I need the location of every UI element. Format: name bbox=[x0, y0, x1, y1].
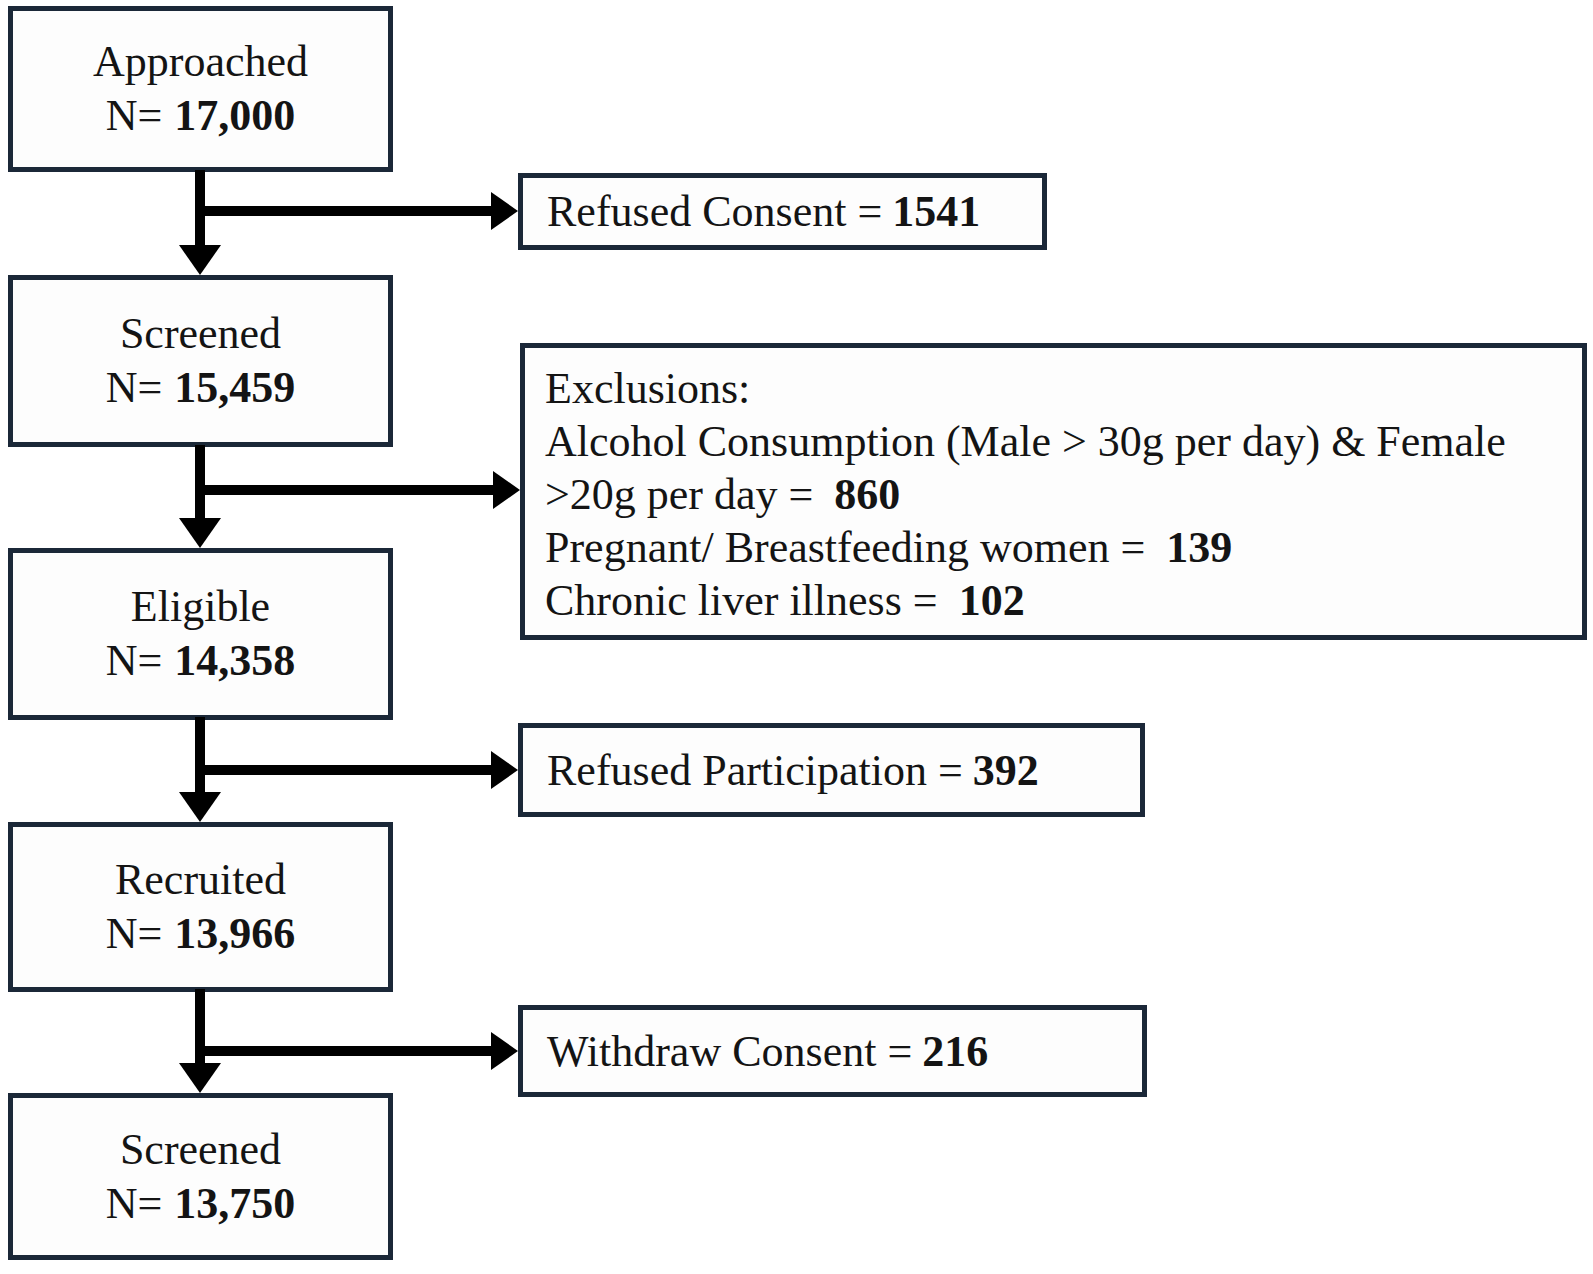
arrow-down-icon-4 bbox=[179, 1063, 221, 1093]
box-label: Recruited bbox=[115, 853, 286, 907]
branch-line-refused-consent bbox=[195, 206, 493, 216]
side-box-value: 216 bbox=[922, 1025, 988, 1078]
exclusion-value: 139 bbox=[1166, 523, 1232, 572]
connector-line-3 bbox=[195, 717, 205, 794]
flow-box-recruited: Recruited N=13,966 bbox=[8, 822, 393, 992]
n-value: 13,966 bbox=[174, 909, 295, 958]
side-box-refused-consent: Refused Consent = 1541 bbox=[518, 173, 1047, 250]
exclusion-value: 102 bbox=[959, 576, 1025, 625]
flow-box-screened: Screened N=15,459 bbox=[8, 275, 393, 447]
exclusions-line: Chronic liver illness = 102 bbox=[545, 574, 1025, 627]
arrow-down-icon-2 bbox=[179, 518, 221, 548]
box-label: Screened bbox=[120, 307, 281, 361]
side-box-text: Withdraw Consent = bbox=[547, 1025, 912, 1078]
n-value: 15,459 bbox=[174, 363, 295, 412]
flow-box-screened-final: Screened N=13,750 bbox=[8, 1093, 393, 1260]
side-box-value: 1541 bbox=[892, 185, 980, 238]
box-count: N=17,000 bbox=[106, 89, 296, 143]
exclusions-line: Pregnant/ Breastfeeding women = 139 bbox=[545, 521, 1232, 574]
exclusions-line: Alcohol Consumption (Male > 30g per day)… bbox=[545, 415, 1516, 468]
n-prefix: N= bbox=[106, 636, 163, 685]
n-value: 17,000 bbox=[174, 91, 295, 140]
arrow-right-icon-refused-consent bbox=[491, 192, 518, 230]
n-value: 14,358 bbox=[174, 636, 295, 685]
box-label: Eligible bbox=[131, 580, 270, 634]
flow-diagram: Approached N=17,000 Screened N=15,459 El… bbox=[0, 0, 1593, 1274]
exclusions-line: >20g per day = 860 bbox=[545, 468, 900, 521]
arrow-right-icon-exclusions bbox=[493, 471, 520, 509]
side-box-refused-participation: Refused Participation = 392 bbox=[518, 723, 1145, 817]
box-label: Approached bbox=[93, 35, 308, 89]
exclusion-value: 860 bbox=[834, 470, 900, 519]
side-box-withdraw-consent: Withdraw Consent = 216 bbox=[518, 1005, 1147, 1097]
arrow-right-icon-refused-participation bbox=[491, 751, 518, 789]
flow-box-eligible: Eligible N=14,358 bbox=[8, 548, 393, 720]
exclusion-text: Chronic liver illness = bbox=[545, 576, 949, 625]
arrow-down-icon-1 bbox=[179, 245, 221, 275]
side-box-exclusions: Exclusions: Alcohol Consumption (Male > … bbox=[520, 343, 1587, 640]
branch-line-exclusions bbox=[195, 485, 495, 495]
box-label: Screened bbox=[120, 1123, 281, 1177]
exclusion-text: >20g per day = bbox=[545, 470, 824, 519]
exclusions-line: Exclusions: bbox=[545, 362, 760, 415]
box-count: N=13,750 bbox=[106, 1177, 296, 1231]
n-prefix: N= bbox=[106, 91, 163, 140]
exclusion-text: Exclusions: bbox=[545, 364, 750, 413]
side-box-value: 392 bbox=[973, 744, 1039, 797]
exclusion-text: Pregnant/ Breastfeeding women = bbox=[545, 523, 1156, 572]
n-prefix: N= bbox=[106, 909, 163, 958]
box-count: N=14,358 bbox=[106, 634, 296, 688]
branch-line-withdraw-consent bbox=[195, 1046, 493, 1056]
side-box-text: Refused Consent = bbox=[547, 185, 882, 238]
branch-line-refused-participation bbox=[195, 765, 493, 775]
box-count: N=13,966 bbox=[106, 907, 296, 961]
arrow-right-icon-withdraw-consent bbox=[491, 1032, 518, 1070]
n-prefix: N= bbox=[106, 363, 163, 412]
arrow-down-icon-3 bbox=[179, 792, 221, 822]
n-value: 13,750 bbox=[174, 1179, 295, 1228]
flow-box-approached: Approached N=17,000 bbox=[8, 6, 393, 172]
exclusion-text: Alcohol Consumption (Male > 30g per day)… bbox=[545, 417, 1506, 466]
side-box-text: Refused Participation = bbox=[547, 744, 963, 797]
connector-line-2 bbox=[195, 445, 205, 520]
box-count: N=15,459 bbox=[106, 361, 296, 415]
n-prefix: N= bbox=[106, 1179, 163, 1228]
